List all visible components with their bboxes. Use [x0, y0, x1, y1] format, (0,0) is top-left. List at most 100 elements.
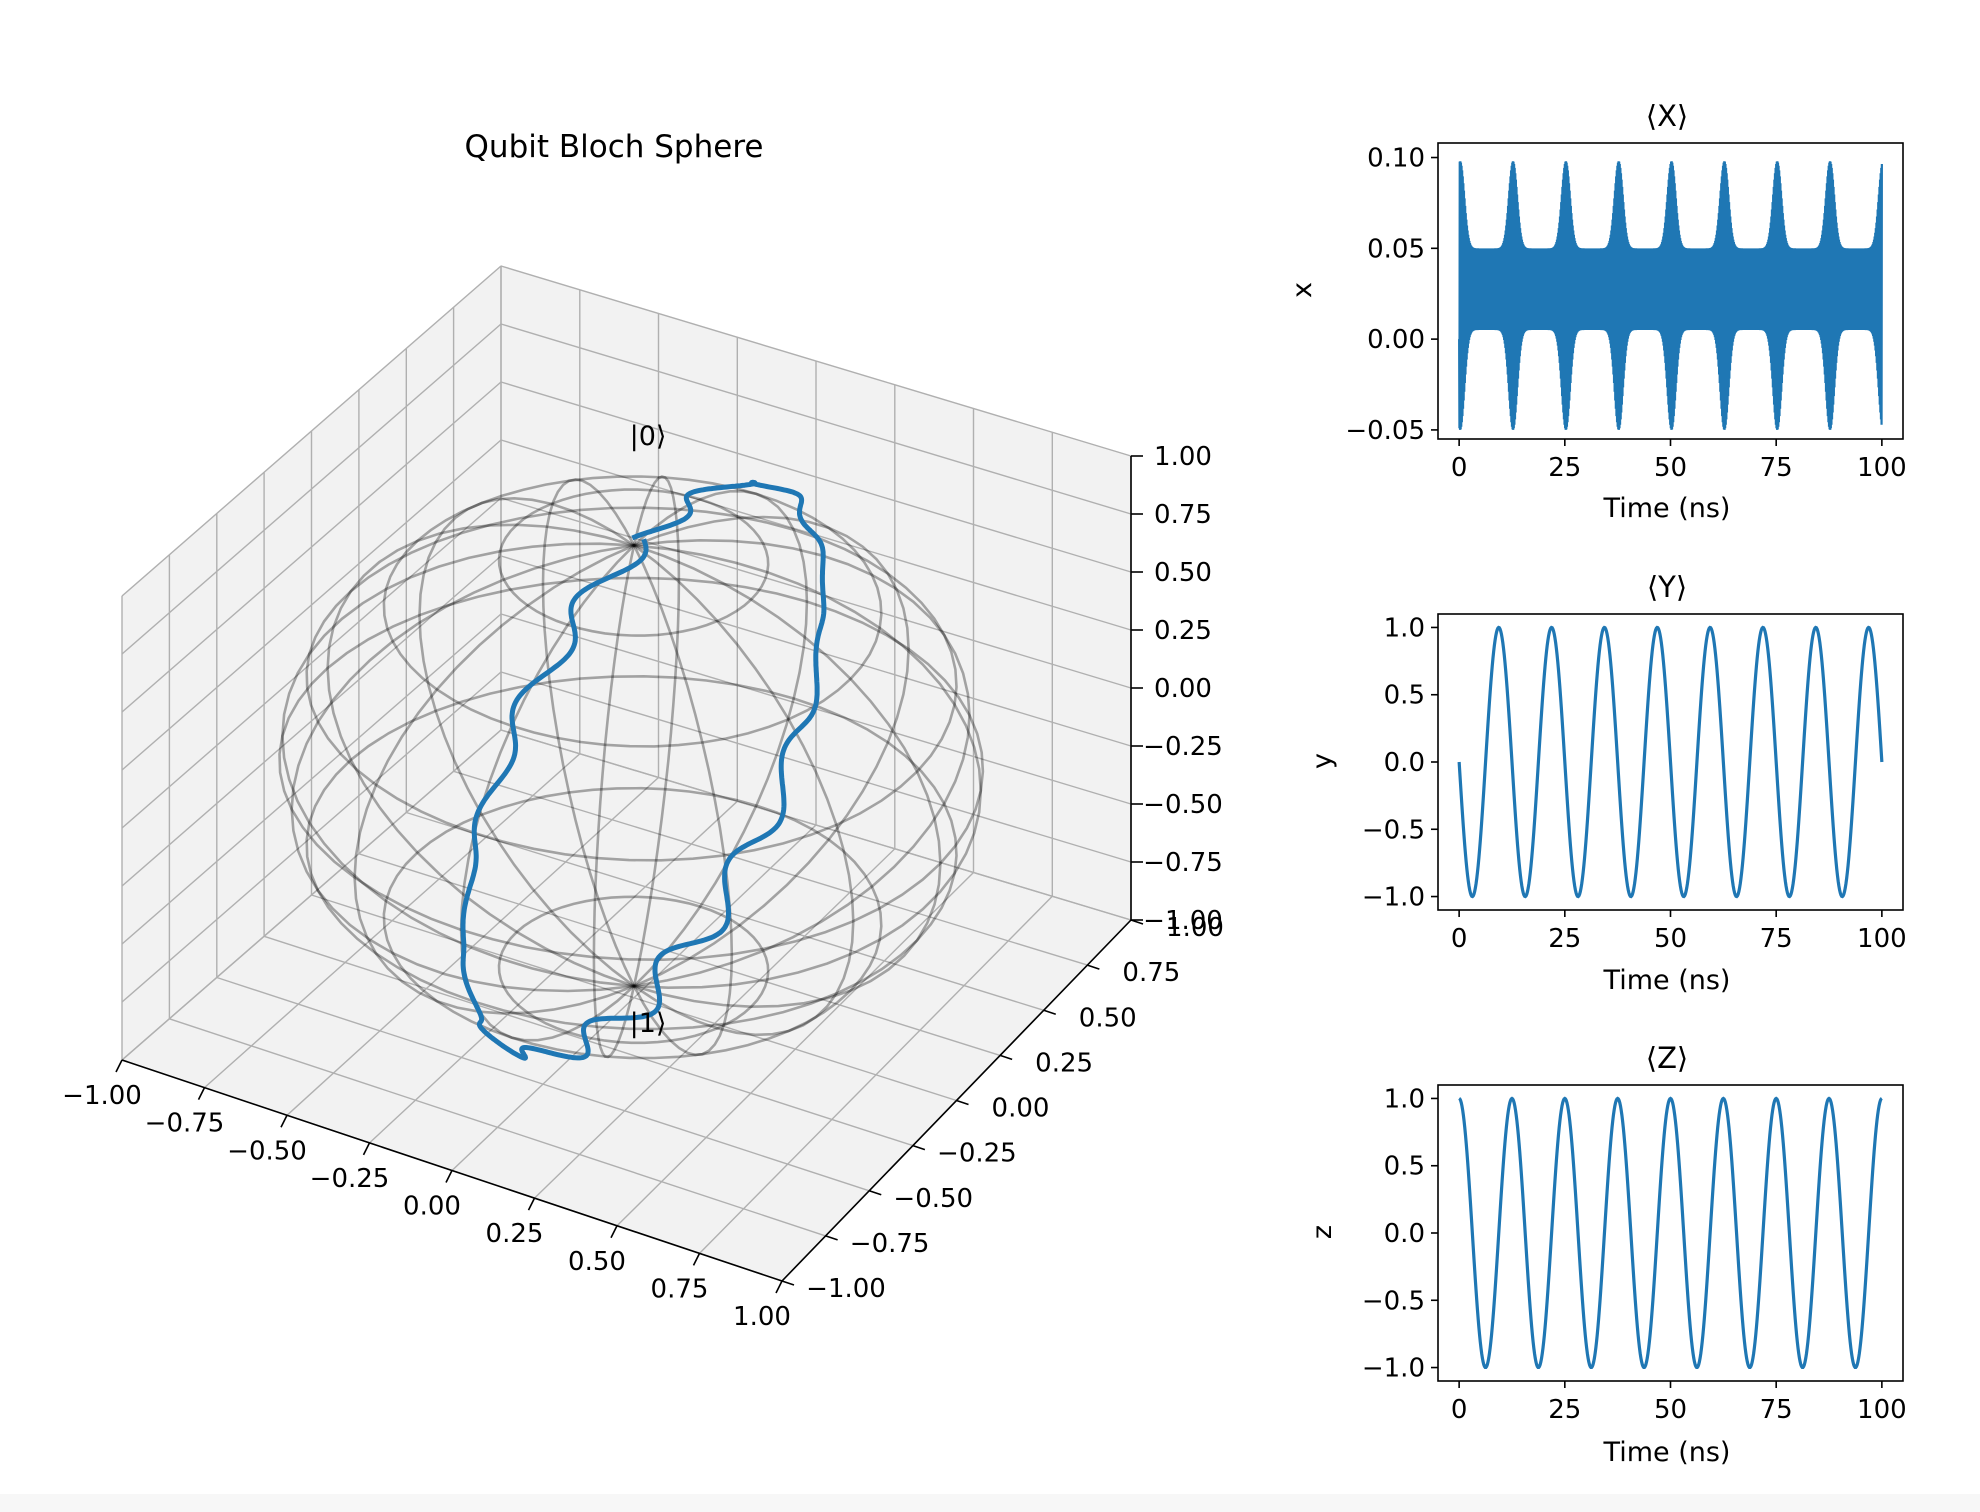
x-tick-mark: [280, 1114, 288, 1128]
y-tick-label: 0.00: [992, 1094, 1050, 1124]
z-panel-ylabel: z: [1307, 1225, 1338, 1239]
y-tick-mark: [868, 1189, 882, 1196]
y-panel-ylabel: y: [1307, 753, 1338, 769]
y-panel-xlabel: Time (ns): [1603, 965, 1731, 996]
back-grid-line: [500, 381, 1132, 573]
y-tick-label: −0.05: [1345, 416, 1425, 446]
floor-grid-line: [699, 895, 1053, 1254]
y-panel-title: ⟨Y⟩: [1647, 570, 1687, 604]
y-tick-label: −0.5: [1362, 1286, 1425, 1316]
x-tick-label: 50: [1654, 1395, 1687, 1425]
floor-grid-line: [406, 811, 1045, 1011]
back-grid-line: [500, 497, 1132, 689]
y-tick-mark: [781, 1280, 795, 1286]
x-tick-label: 1.00: [733, 1302, 791, 1332]
y-tick-label: 1.0: [1384, 613, 1425, 643]
z-tick-label: −1.00: [1143, 906, 1223, 936]
series-line: [1458, 161, 1883, 430]
x-tick-label: 100: [1857, 1395, 1907, 1425]
z-tick-label: 0.50: [1154, 558, 1212, 588]
x-tick-label: 75: [1760, 924, 1793, 954]
sphere-meridian: [541, 478, 734, 1057]
x-tick-label: 50: [1654, 453, 1687, 483]
x-panel-ylabel: x: [1287, 282, 1318, 298]
y-tick-label: 0.05: [1367, 234, 1425, 264]
bloch-axes: −1.00−1.00−1.00−0.75−0.75−0.75−0.50−0.50…: [62, 442, 1224, 1332]
bloch-title: Qubit Bloch Sphere: [465, 129, 764, 165]
y-tick-label: −1.0: [1362, 1354, 1425, 1384]
sphere-meridian: [353, 515, 910, 1015]
sphere-latitude: [382, 475, 883, 748]
z-tick-label: 0.25: [1154, 616, 1212, 646]
x-tick-label: 50: [1654, 924, 1687, 954]
x-tick-label: 0.75: [651, 1274, 709, 1304]
sphere-meridian: [326, 523, 942, 1009]
x-tick-label: 0.00: [403, 1192, 461, 1222]
x-tick-label: 75: [1760, 453, 1793, 483]
y-tick-label: 0.5: [1384, 681, 1425, 711]
x-tick-label: −1.00: [62, 1081, 142, 1111]
y-tick-mark: [956, 1099, 969, 1106]
y-tick-label: 0.50: [1079, 1003, 1137, 1033]
sphere-latitude: [382, 786, 883, 1060]
side-grid-line: [121, 381, 502, 713]
x-tick-label: −0.25: [310, 1164, 390, 1194]
back-grid-line: [500, 265, 1132, 457]
floor-grid-line: [453, 770, 1088, 966]
x-tick-mark: [115, 1059, 123, 1073]
y-tick-label: −0.50: [893, 1184, 973, 1214]
bloch-sphere-panel: Qubit Bloch Sphere −1.00−1.00−1.00−0.75−…: [62, 129, 1224, 1332]
sphere-latitude: [305, 674, 958, 1031]
y-tick-mark: [912, 1144, 926, 1151]
floor-grid-line: [358, 853, 1001, 1057]
x-tick-mark: [362, 1142, 371, 1156]
x-panel-plot: 0 25 50 75 100 −0.05 0.00 0.05 0.10: [1345, 142, 1907, 483]
y-tick-label: −0.5: [1362, 815, 1425, 845]
ket-zero-label: |0⟩: [630, 421, 667, 452]
y-tick-label: −0.75: [850, 1229, 930, 1259]
x-tick-label: 0: [1451, 924, 1468, 954]
y-tick-label: 0.5: [1384, 1152, 1425, 1182]
sphere-meridian: [281, 542, 983, 990]
y-tick-label: 0.10: [1367, 144, 1425, 174]
sphere-latitude: [497, 895, 770, 1045]
x-tick-mark: [610, 1225, 618, 1239]
y-tick-mark: [1087, 964, 1100, 970]
y-tick-label: 0.00: [1367, 325, 1425, 355]
floor-grid-line: [311, 894, 957, 1102]
y-tick-label: −0.25: [937, 1139, 1017, 1169]
x-tick-mark: [775, 1280, 783, 1294]
y-tick-mark: [999, 1054, 1013, 1061]
z-panel-xlabel: Time (ns): [1603, 1437, 1731, 1468]
y-tick-label: 0.25: [1035, 1048, 1093, 1078]
x-tick-label: 0: [1451, 453, 1468, 483]
sphere-latitude: [497, 488, 770, 637]
x-tick-label: 25: [1548, 453, 1581, 483]
x-tick-label: −0.75: [145, 1109, 225, 1139]
y-tick-mark: [1130, 919, 1144, 925]
side-grid-line: [121, 265, 502, 597]
x-tick-label: 25: [1548, 1395, 1581, 1425]
sphere-latitude: [305, 506, 958, 862]
z-panel-title: ⟨Z⟩: [1646, 1041, 1689, 1075]
z-panel-plot: 0 25 50 75 100 −1.0 −0.5 0.0 0.5 1.0: [1362, 1084, 1907, 1425]
side-grid-line: [121, 497, 502, 829]
x-panel-title: ⟨X⟩: [1646, 99, 1689, 133]
floor-grid-line: [500, 729, 1132, 921]
x-tick-label: 0: [1451, 1395, 1468, 1425]
side-grid-line: [121, 439, 502, 771]
z-tick-label: −0.50: [1143, 790, 1223, 820]
z-tick-label: −0.75: [1143, 848, 1223, 878]
series-line: [1457, 625, 1884, 899]
floor-grid-line: [616, 872, 974, 1227]
x-tick-label: 0.50: [568, 1247, 626, 1277]
x-tick-mark: [197, 1087, 206, 1100]
back-grid-line: [500, 323, 1132, 515]
x-tick-label: 75: [1760, 1395, 1793, 1425]
y-tick-label: −1.00: [806, 1274, 886, 1304]
z-tick-label: 0.00: [1154, 674, 1212, 704]
sphere-meridian: [290, 538, 971, 993]
y-tick-label: 1.0: [1384, 1084, 1425, 1114]
